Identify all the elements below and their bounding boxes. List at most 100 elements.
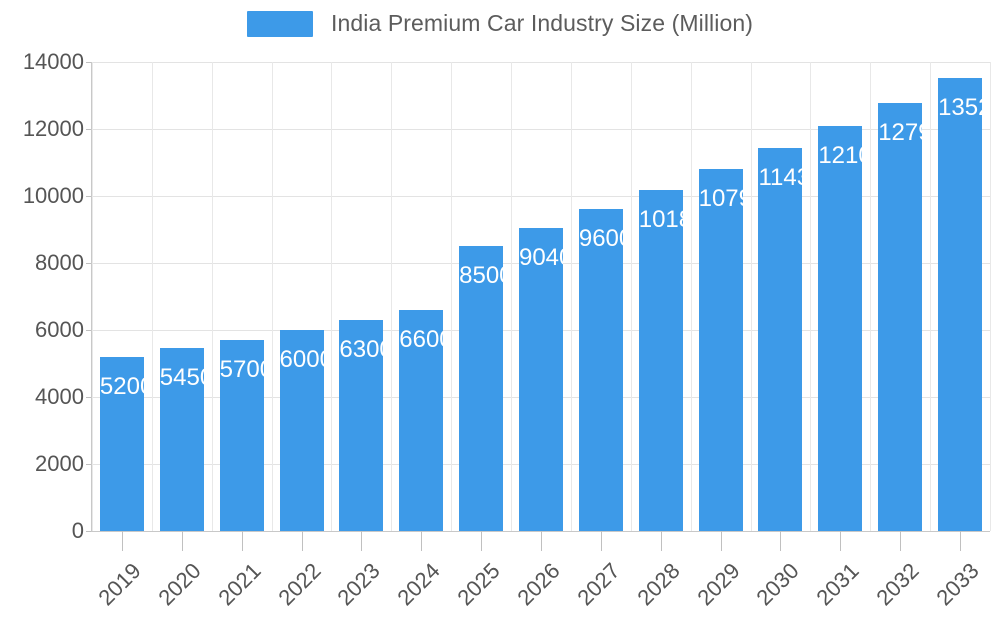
gridline-horizontal bbox=[92, 129, 990, 130]
gridline-vertical bbox=[751, 62, 752, 531]
y-axis-tick-mark bbox=[86, 263, 93, 264]
bar[interactable]: 6600 bbox=[399, 309, 444, 531]
bar-value-label: 11438 bbox=[758, 163, 802, 191]
legend-swatch-series-0[interactable] bbox=[246, 10, 313, 37]
bar-series-group: 5200 5450 5700 6000 6300 6600 8500 9040 9600 1018… bbox=[92, 62, 990, 531]
bar-value-label: 12104 bbox=[818, 141, 862, 169]
x-axis-tick-label: 2028 bbox=[632, 558, 685, 611]
gridline-vertical bbox=[810, 62, 811, 531]
bar-value-label: 12790 bbox=[878, 118, 922, 146]
x-axis-tick-label: 2024 bbox=[392, 558, 445, 611]
legend-label-series-0[interactable]: India Premium Car Industry Size (Million… bbox=[330, 10, 754, 36]
gridline-vertical bbox=[870, 62, 871, 531]
y-axis-line bbox=[91, 62, 92, 532]
x-axis-tick-label: 2033 bbox=[931, 558, 984, 611]
gridline-vertical bbox=[691, 62, 692, 531]
x-axis-tick-mark bbox=[361, 531, 362, 551]
bar[interactable]: 10798 bbox=[698, 169, 743, 531]
gridline-horizontal bbox=[92, 196, 990, 197]
y-axis-tick-label: 12000 bbox=[22, 116, 84, 141]
x-axis-tick-label: 2027 bbox=[572, 558, 625, 611]
x-axis-tick-labels: 2019 2020 2021 2022 2023 2024 2025 2026 2027 2028… bbox=[92, 531, 990, 610]
bar[interactable]: 12790 bbox=[878, 102, 923, 531]
bar-value-label: 9600 bbox=[578, 225, 623, 253]
x-axis-tick-mark bbox=[122, 531, 123, 551]
x-axis-tick-mark bbox=[900, 531, 901, 551]
bar[interactable]: 10188 bbox=[638, 189, 683, 531]
bar[interactable]: 11438 bbox=[758, 147, 803, 531]
y-axis-tick-mark bbox=[86, 129, 93, 130]
x-axis-tick-label: 2031 bbox=[811, 558, 865, 611]
x-axis-tick-mark bbox=[242, 531, 243, 551]
y-axis-tick-mark bbox=[86, 62, 93, 63]
x-axis-tick-label: 2029 bbox=[691, 558, 745, 611]
y-axis-tick-label: 2000 bbox=[35, 451, 84, 476]
bar[interactable]: 8500 bbox=[459, 246, 504, 531]
x-axis-tick-mark bbox=[541, 531, 542, 551]
y-axis-tick-label: 6000 bbox=[35, 317, 84, 342]
y-axis-tick-mark bbox=[86, 330, 93, 331]
x-axis-tick-label: 2021 bbox=[213, 558, 266, 611]
y-axis-tick-mark bbox=[86, 397, 93, 398]
bar[interactable]: 5200 bbox=[99, 356, 144, 531]
bar-value-label: 10798 bbox=[698, 185, 743, 213]
bar[interactable]: 5700 bbox=[219, 340, 264, 531]
bar-value-label: 5450 bbox=[159, 364, 204, 392]
bar[interactable]: 9600 bbox=[578, 209, 623, 531]
bar-value-label: 6300 bbox=[339, 335, 383, 363]
x-axis-tick-mark bbox=[302, 531, 303, 551]
x-axis-tick-label: 2026 bbox=[512, 558, 565, 611]
x-axis-tick-mark bbox=[960, 531, 961, 551]
gridline-horizontal bbox=[92, 62, 990, 63]
y-axis-tick-label: 14000 bbox=[22, 49, 84, 74]
bar-value-label: 6600 bbox=[399, 325, 443, 353]
y-axis-tick-labels: 0 2000 4000 6000 8000 10000 12000 14000 bbox=[0, 0, 93, 600]
bar[interactable]: 9040 bbox=[518, 228, 563, 531]
y-axis-tick-label: 8000 bbox=[35, 250, 84, 275]
x-axis-tick-mark bbox=[721, 531, 722, 551]
bar-value-label: 10188 bbox=[638, 205, 683, 233]
gridline-vertical bbox=[212, 62, 213, 531]
gridline-vertical bbox=[152, 62, 153, 531]
gridline-vertical bbox=[990, 62, 991, 531]
x-axis-tick-mark bbox=[481, 531, 482, 551]
y-axis-tick-label: 4000 bbox=[35, 384, 84, 409]
chart-legend: India Premium Car Industry Size (Million… bbox=[0, 10, 1000, 37]
gridline-vertical bbox=[331, 62, 332, 531]
y-axis-tick-label: 10000 bbox=[22, 183, 84, 208]
x-axis-tick-label: 2025 bbox=[452, 558, 505, 611]
gridline-vertical bbox=[272, 62, 273, 531]
bar[interactable]: 6000 bbox=[279, 330, 324, 531]
x-axis-tick-label: 2020 bbox=[153, 558, 206, 611]
bar[interactable]: 5450 bbox=[159, 348, 204, 531]
bar[interactable]: 12104 bbox=[818, 125, 863, 531]
gridline-vertical bbox=[451, 62, 452, 531]
gridline-vertical bbox=[391, 62, 392, 531]
bar-value-label: 5200 bbox=[99, 372, 144, 400]
x-axis-tick-mark bbox=[661, 531, 662, 551]
bar[interactable]: 6300 bbox=[339, 319, 384, 531]
x-axis-tick-mark bbox=[780, 531, 781, 551]
x-axis-tick-mark bbox=[840, 531, 841, 551]
x-axis-tick-mark bbox=[182, 531, 183, 551]
x-axis-tick-label: 2019 bbox=[93, 558, 146, 611]
gridline-vertical bbox=[930, 62, 931, 531]
gridline-vertical bbox=[571, 62, 572, 531]
bar-value-label: 6000 bbox=[279, 346, 324, 373]
x-axis-tick-label: 2032 bbox=[871, 558, 924, 611]
x-axis-tick-label: 2022 bbox=[272, 558, 326, 611]
y-axis-tick-mark bbox=[86, 196, 93, 197]
bar-value-label: 9040 bbox=[518, 244, 563, 272]
bar-value-label: 5700 bbox=[219, 356, 264, 384]
x-axis-tick-mark bbox=[601, 531, 602, 551]
y-axis-tick-label: 0 bbox=[71, 518, 84, 543]
gridline-vertical bbox=[92, 62, 93, 531]
y-axis-tick-mark bbox=[86, 531, 93, 532]
gridline-vertical bbox=[631, 62, 632, 531]
bar-value-label: 8500 bbox=[459, 262, 503, 290]
gridline-vertical bbox=[511, 62, 512, 531]
x-axis-tick-label: 2023 bbox=[332, 558, 386, 611]
